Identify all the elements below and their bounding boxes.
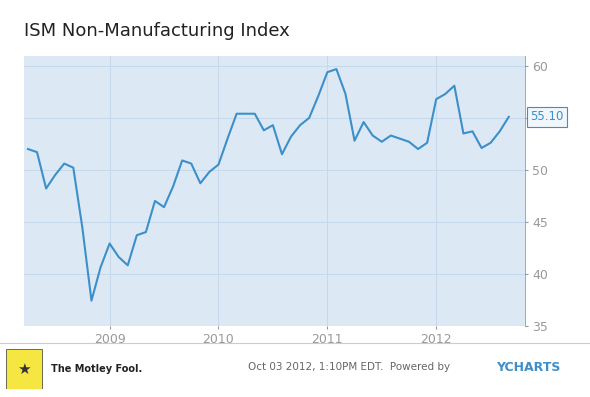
Text: YCHARTS: YCHARTS <box>496 361 560 374</box>
Text: 55.10: 55.10 <box>530 110 563 123</box>
Text: The Motley Fool.: The Motley Fool. <box>51 364 143 374</box>
Bar <box>6 349 42 389</box>
Text: ISM Non-Manufacturing Index: ISM Non-Manufacturing Index <box>24 22 289 40</box>
Text: ★: ★ <box>17 362 31 377</box>
Text: Oct 03 2012, 1:10PM EDT.  Powered by: Oct 03 2012, 1:10PM EDT. Powered by <box>248 362 453 372</box>
